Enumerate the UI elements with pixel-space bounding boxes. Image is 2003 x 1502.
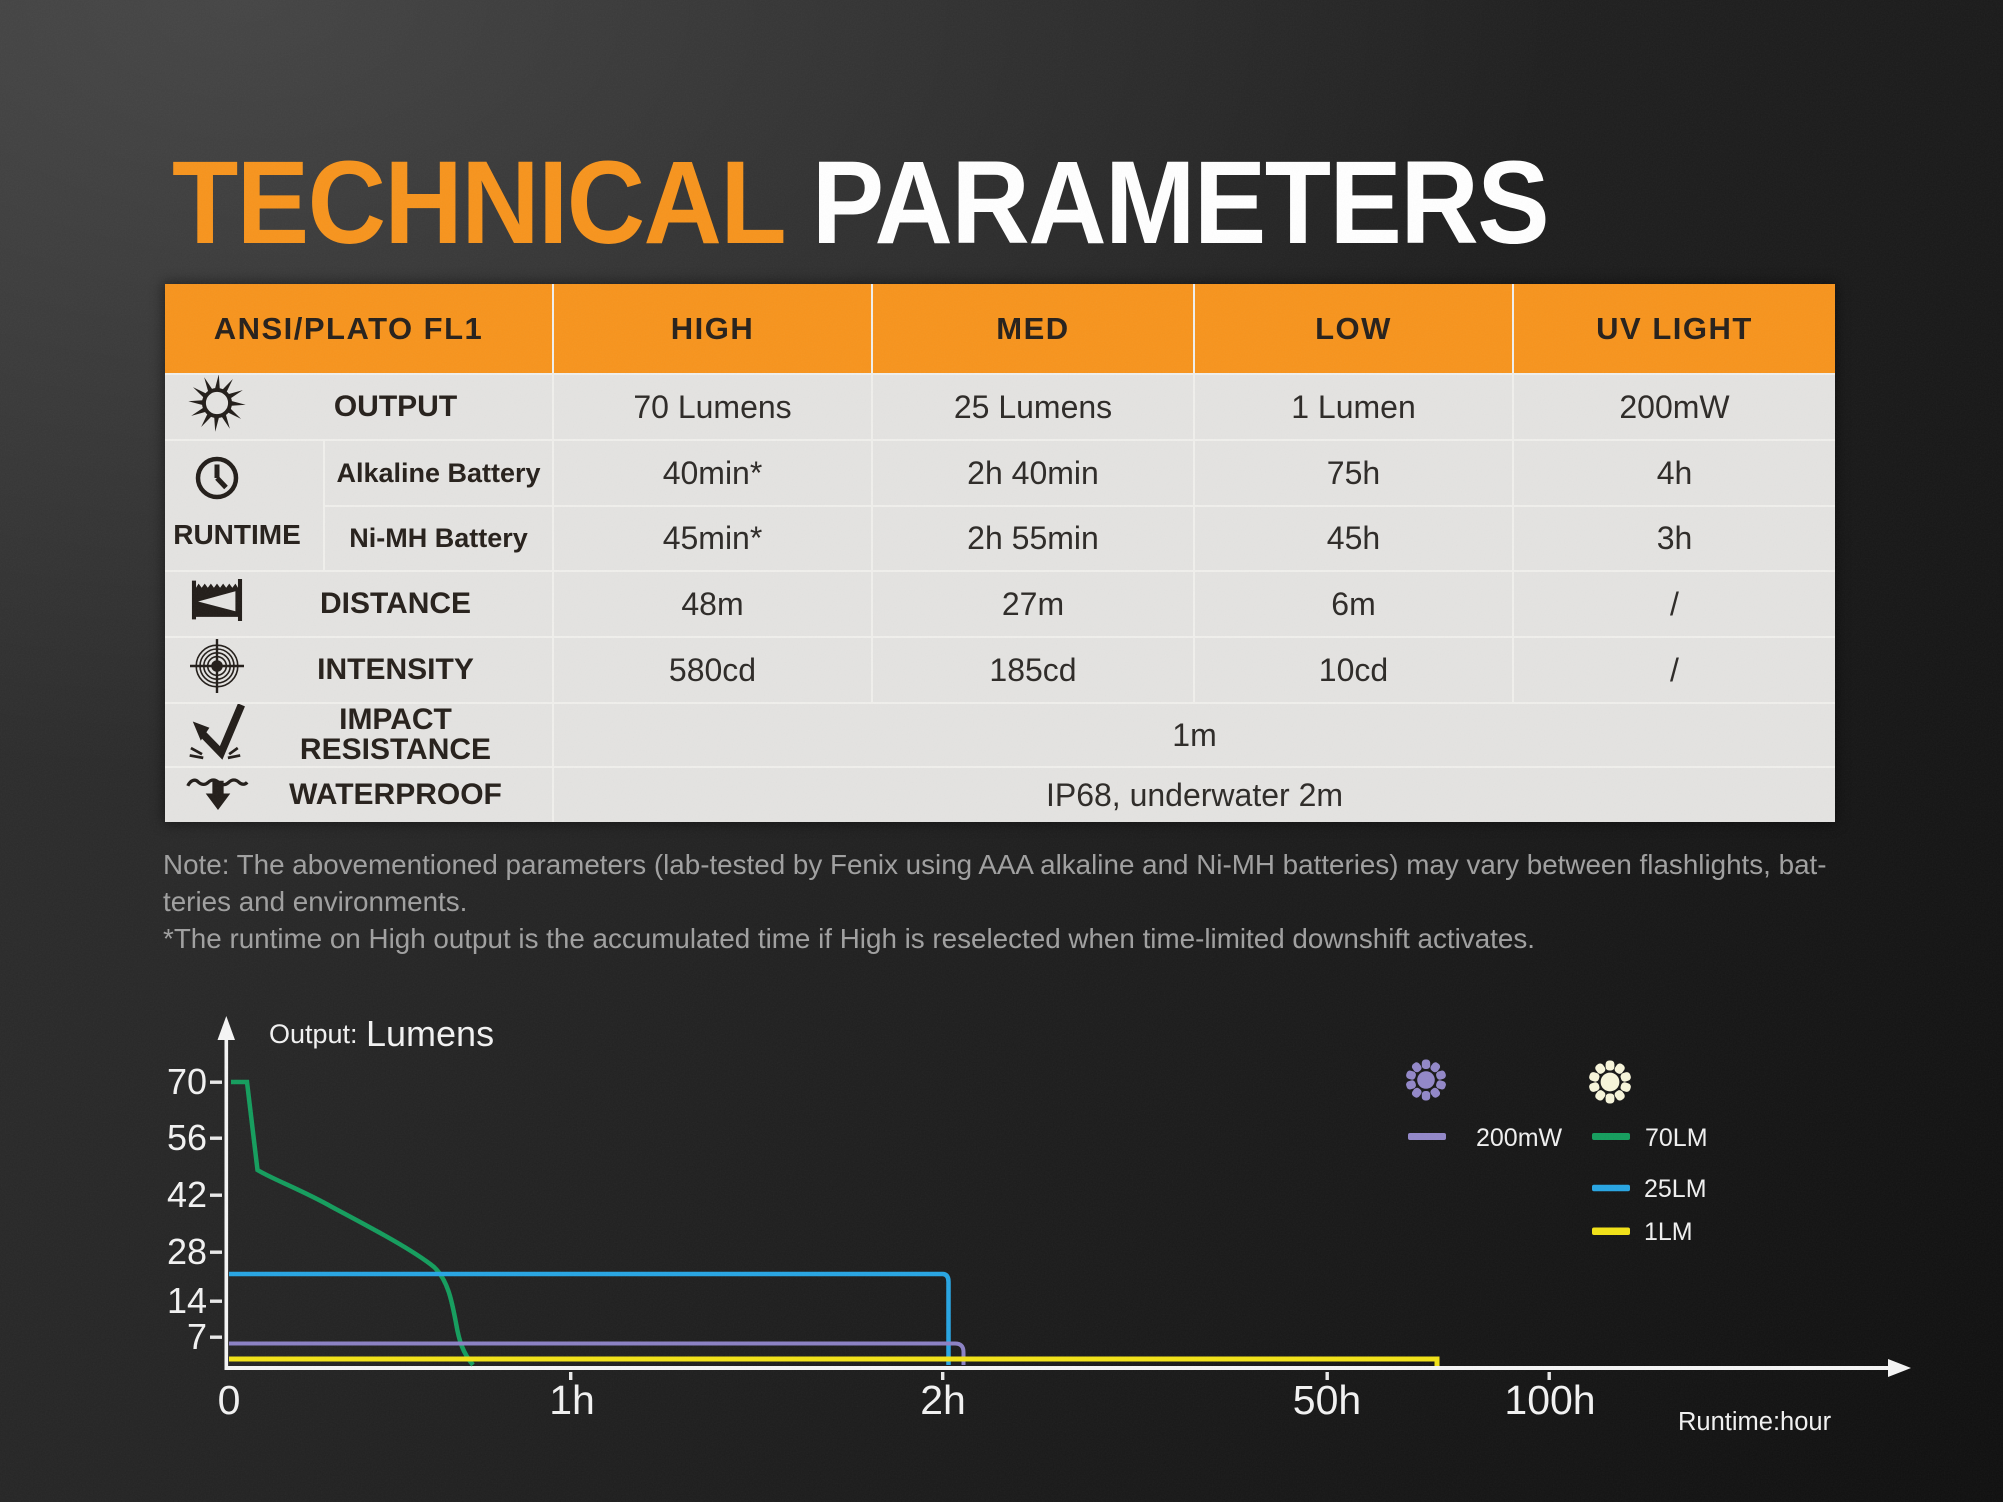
- svg-text:14: 14: [167, 1280, 207, 1321]
- svg-text:42: 42: [167, 1174, 207, 1215]
- svg-text:Lumens: Lumens: [366, 1013, 494, 1054]
- svg-text:100h: 100h: [1504, 1377, 1595, 1423]
- svg-text:1LM: 1LM: [1644, 1218, 1693, 1246]
- svg-text:Output:: Output:: [269, 1019, 358, 1049]
- svg-text:70: 70: [167, 1061, 207, 1102]
- svg-text:70LM: 70LM: [1645, 1124, 1708, 1152]
- svg-text:7: 7: [187, 1316, 207, 1357]
- svg-text:0: 0: [218, 1377, 241, 1423]
- svg-text:56: 56: [167, 1117, 207, 1158]
- svg-text:2h: 2h: [920, 1377, 966, 1423]
- svg-text:25LM: 25LM: [1644, 1175, 1707, 1203]
- svg-text:200mW: 200mW: [1476, 1124, 1563, 1152]
- svg-text:Runtime:hour: Runtime:hour: [1678, 1408, 1832, 1436]
- svg-text:50h: 50h: [1293, 1377, 1361, 1423]
- svg-text:1h: 1h: [549, 1377, 595, 1423]
- svg-text:28: 28: [167, 1231, 207, 1272]
